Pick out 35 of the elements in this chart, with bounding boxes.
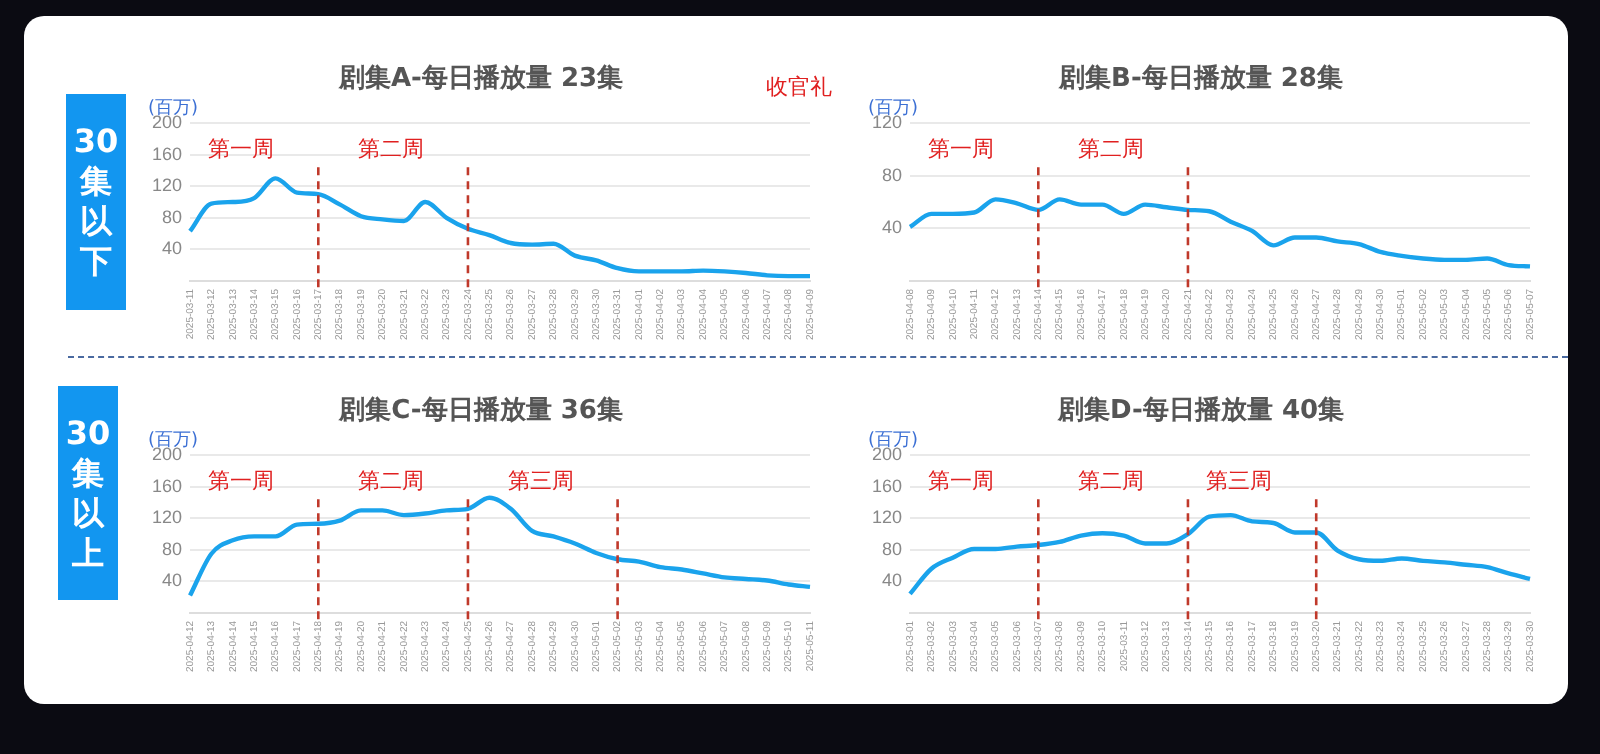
ref-line-label: 第二周 [1077, 467, 1144, 494]
y-tick-label: 40 [882, 217, 903, 238]
y-tick-label: 80 [162, 206, 183, 227]
ref-line-label: 第二周 [1077, 135, 1144, 162]
y-tick-label: 80 [882, 164, 903, 185]
text: 30集以下 [71, 122, 121, 282]
ref-line-label: 第一周 [928, 467, 995, 494]
ref-line-label: 第三周 [507, 467, 574, 494]
y-tick-label: 80 [882, 538, 903, 559]
line-series [907, 197, 1533, 269]
line-series [187, 176, 813, 279]
y-tick-label: 120 [151, 175, 183, 196]
chart-title: 剧集B-每日播放量 28集 [1057, 64, 1343, 95]
text: 收官礼 [766, 72, 832, 102]
y-tick-label: 120 [871, 507, 903, 528]
ref-line-label: 第三周 [1206, 467, 1273, 494]
line-series [187, 495, 813, 598]
y-tick-label: 40 [162, 238, 183, 259]
y-tick-label: 160 [151, 475, 183, 496]
y-tick-label: 160 [151, 143, 183, 164]
ref-line-label: 第一周 [928, 135, 995, 162]
chart-title: 剧集D-每日播放量 40集 [1055, 396, 1345, 427]
ref-line-label: 第一周 [208, 135, 275, 162]
ref-line-label: 第二周 [357, 135, 424, 162]
text: 30集以上 [63, 413, 113, 573]
chart-title: 剧集A-每日播放量 23集 [336, 64, 624, 95]
y-tick-label: 120 [151, 507, 183, 528]
y-tick-label: 40 [162, 570, 183, 591]
y-tick-label: 40 [882, 570, 903, 591]
chart-title: 剧集C-每日播放量 36集 [337, 396, 623, 427]
ref-line-label: 第一周 [208, 467, 275, 494]
line-series [907, 512, 1533, 597]
ref-line-label: 第二周 [357, 467, 424, 494]
y-tick-label: 80 [162, 538, 183, 559]
y-tick-label: 160 [871, 475, 903, 496]
